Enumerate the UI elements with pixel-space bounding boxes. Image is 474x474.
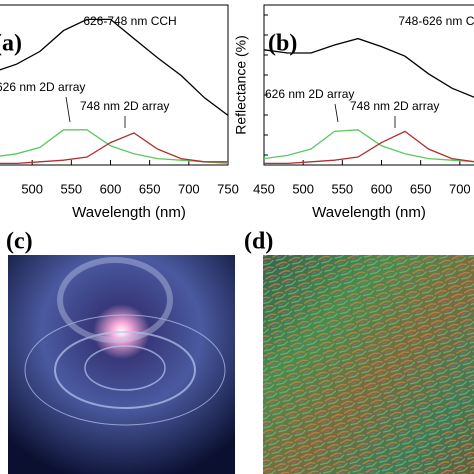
x-tick-label: 600	[371, 181, 393, 196]
annotation: 748 nm 2D array	[80, 99, 169, 113]
x-tick-label: 650	[139, 181, 161, 196]
data-line	[0, 129, 229, 165]
photo-d-texture	[263, 255, 474, 474]
chart-title: 748-626 nm CCH	[398, 14, 474, 28]
x-tick-label: 500	[292, 181, 314, 196]
x-tick-label: 550	[331, 181, 353, 196]
data-line	[0, 132, 228, 165]
panel-label: (a)	[0, 31, 22, 57]
annotation-arrow	[65, 96, 71, 123]
data-line	[263, 37, 474, 98]
plot-frame	[263, 4, 474, 166]
data-line	[263, 129, 474, 163]
x-tick-label: 750	[217, 181, 239, 196]
panel-label: (d)	[244, 229, 273, 255]
data-line	[264, 130, 474, 165]
annotation-arrow	[334, 103, 339, 123]
annotation: 748 nm 2D array	[350, 99, 439, 113]
x-tick-label: 600	[100, 181, 122, 196]
x-axis-label: Wavelength (nm)	[312, 204, 426, 221]
x-tick-label: 700	[449, 181, 471, 196]
x-tick-label: 550	[60, 181, 82, 196]
annotation: 626 nm 2D array	[0, 80, 85, 94]
y-axis-label: Reflectance (%)	[233, 35, 249, 135]
panel-label: (c)	[6, 229, 33, 255]
photo-c-rings	[24, 257, 226, 426]
x-tick-label: 500	[21, 181, 43, 196]
chart-title: 626-748 nm CCH	[83, 14, 176, 28]
x-tick-label: 700	[178, 181, 200, 196]
photo-c	[8, 255, 235, 474]
data-line	[0, 18, 229, 116]
x-tick-label: 450	[253, 181, 275, 196]
x-tick-label: 650	[410, 181, 432, 196]
annotation: 626 nm 2D array	[265, 87, 354, 101]
x-axis-label: Wavelength (nm)	[72, 204, 186, 221]
